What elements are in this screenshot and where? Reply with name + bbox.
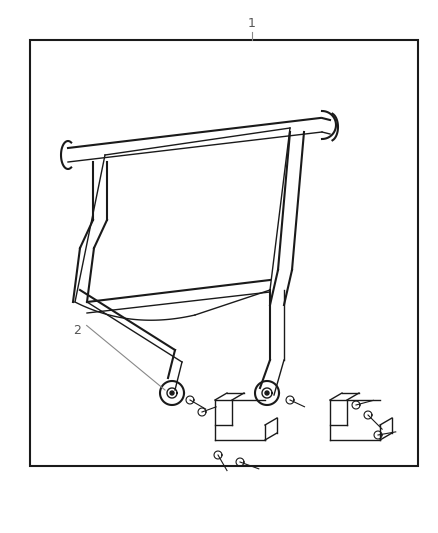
Text: 1: 1 xyxy=(248,18,256,30)
Bar xyxy=(30,40,418,466)
Polygon shape xyxy=(170,391,174,395)
Polygon shape xyxy=(265,391,269,395)
Text: 2: 2 xyxy=(73,324,81,337)
